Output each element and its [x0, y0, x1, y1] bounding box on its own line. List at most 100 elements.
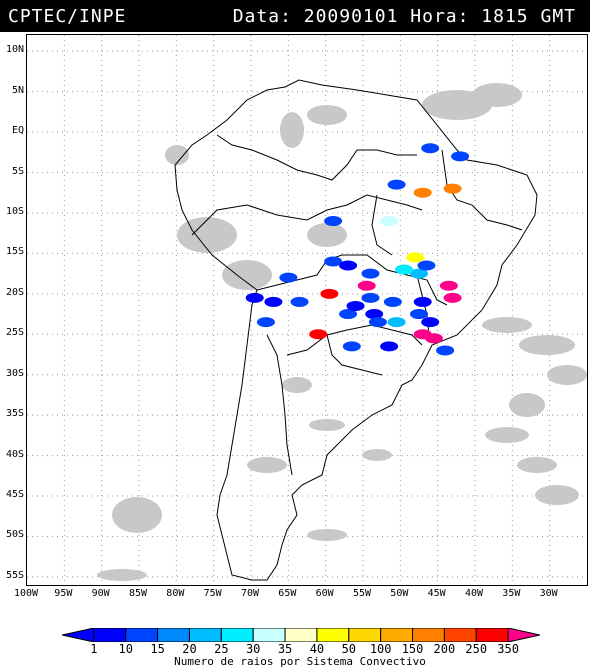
convective-cell [256, 317, 275, 328]
satellite-cloud-cover [97, 83, 587, 581]
colorbar-swatch [93, 628, 127, 642]
colorbar-tick-label: 350 [497, 642, 519, 656]
colorbar-tick-label: 30 [245, 642, 261, 656]
convective-cell [368, 317, 387, 328]
convective-cell [413, 187, 432, 198]
datetime-label: Data: 20090101 Hora: 1815 GMT [232, 6, 576, 27]
colorbar-tick-label: 15 [150, 642, 165, 656]
longitude-label: 85W [128, 588, 148, 599]
convective-cell [346, 300, 365, 311]
latitude-label: 45S [5, 489, 24, 501]
colorbar-upper-arrow [507, 628, 540, 642]
colorbar-tick-label: 50 [341, 642, 357, 656]
convective-cell [410, 309, 428, 320]
convective-cell [357, 280, 376, 291]
convective-cell [324, 216, 343, 227]
latitude-label: 50S [5, 529, 24, 541]
colorbar-tick-label: 100 [369, 642, 392, 656]
longitude-label: 35W [502, 588, 521, 599]
convective-cell [417, 260, 436, 271]
colorbar-tick-label: 20 [182, 642, 197, 656]
convective-cell [245, 292, 264, 303]
longitude-label: 65W [278, 588, 297, 599]
colorbar-swatch [220, 628, 254, 642]
colorbar-swatch [412, 628, 445, 642]
convective-cell [339, 260, 358, 271]
convective-cell [421, 143, 440, 154]
colorbar-swatch [475, 628, 509, 642]
colorbar-lower-arrow [62, 628, 95, 642]
longitude-label: 45W [427, 588, 446, 599]
colorbar-swatch [284, 628, 318, 642]
convective-cell [436, 345, 455, 356]
convective-cell [443, 183, 462, 194]
colorbar-swatch [157, 628, 190, 642]
convective-cell [395, 264, 414, 275]
colorbar-swatch [380, 628, 414, 642]
convective-cell [387, 317, 406, 328]
convective-cell [413, 296, 432, 307]
longitude-label: 60W [315, 588, 334, 599]
map-header: CPTEC/INPE Data: 20090101 Hora: 1815 GMT [0, 0, 590, 32]
latitude-label: 10N [5, 44, 24, 56]
convective-cell [413, 329, 432, 340]
latitude-label: 35S [5, 408, 24, 420]
colorbar-caption: Numero de raios por Sistema Convectivo [174, 655, 426, 668]
latitude-label: 15S [5, 246, 24, 258]
longitude-label: 50W [390, 588, 409, 599]
colorbar-swatch [443, 628, 477, 642]
colorbar-swatch [125, 628, 159, 642]
latitude-label: 55S [5, 569, 24, 581]
colorbar-swatch [348, 628, 382, 642]
longitude-label: 95W [54, 588, 73, 599]
convective-cell [309, 329, 328, 340]
latitude-label: 40S [5, 448, 24, 460]
convective-cell [339, 309, 358, 320]
latitude-label: EQ [11, 125, 24, 137]
longitude-label: 100W [13, 588, 39, 599]
convective-cell [380, 216, 399, 227]
colorbar-swatch [188, 628, 222, 642]
map-canvas [27, 35, 587, 585]
coastline [174, 79, 538, 581]
convective-cell [383, 296, 402, 307]
source-label: CPTEC/INPE [8, 6, 127, 27]
convective-cell [290, 296, 309, 307]
longitude-label: 55W [352, 588, 372, 599]
latitude-label: 10S [5, 205, 24, 217]
convective-cell [380, 341, 399, 352]
longitude-label: 40W [464, 588, 484, 599]
convective-cell [361, 292, 380, 303]
convective-cell [421, 317, 440, 328]
colorbar-tick-label: 200 [433, 642, 456, 656]
latitude-label: 5N [11, 84, 24, 96]
latitude-label: 5S [11, 165, 24, 177]
convective-cell [387, 179, 406, 190]
colorbar-tick-label: 40 [309, 642, 325, 656]
colorbar-swatch [252, 628, 286, 642]
longitude-label: 30W [539, 588, 558, 599]
convective-cell [320, 288, 339, 299]
latitude-label: 30S [5, 367, 24, 379]
longitude-label: 75W [203, 588, 222, 599]
convective-cell [279, 272, 298, 283]
longitude-label: 70W [240, 588, 260, 599]
convective-cells [245, 143, 470, 356]
latitude-label: 20S [5, 286, 24, 298]
convective-cell [406, 252, 425, 263]
latitude-label: 25S [5, 327, 24, 339]
graticule [27, 35, 587, 585]
lightning-map [26, 34, 588, 586]
longitude-label: 90W [91, 588, 110, 599]
colorbar-swatch [316, 628, 350, 642]
colorbar-tick-label: 10 [118, 642, 133, 656]
convective-cell [365, 309, 384, 320]
colorbar-tick-label: 25 [214, 642, 229, 656]
convective-cell [443, 292, 462, 303]
convective-cell [410, 268, 428, 279]
convective-cell [361, 268, 380, 279]
convective-cell [451, 151, 470, 162]
colorbar-tick-label: 1 [90, 642, 98, 656]
convective-cell [439, 280, 458, 291]
colorbar-tick-label: 35 [277, 642, 293, 656]
